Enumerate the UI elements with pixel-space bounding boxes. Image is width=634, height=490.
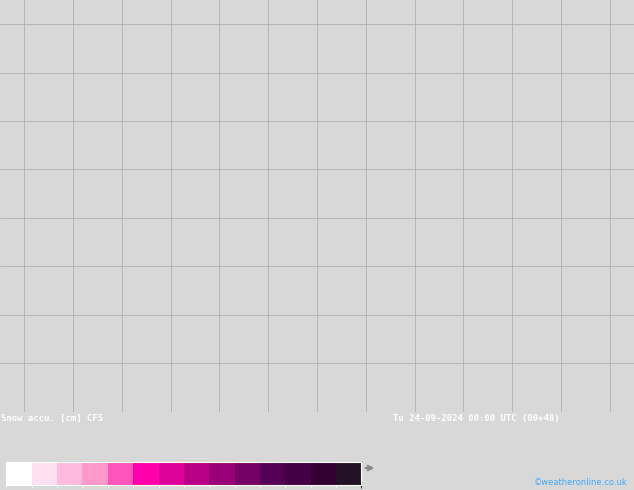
Text: Tu 24-09-2024 00:00 UTC (00+48): Tu 24-09-2024 00:00 UTC (00+48) — [393, 414, 560, 423]
Text: ©weatheronline.co.uk: ©weatheronline.co.uk — [534, 478, 628, 487]
Text: Snow accu. [cm] CFS: Snow accu. [cm] CFS — [1, 414, 103, 423]
